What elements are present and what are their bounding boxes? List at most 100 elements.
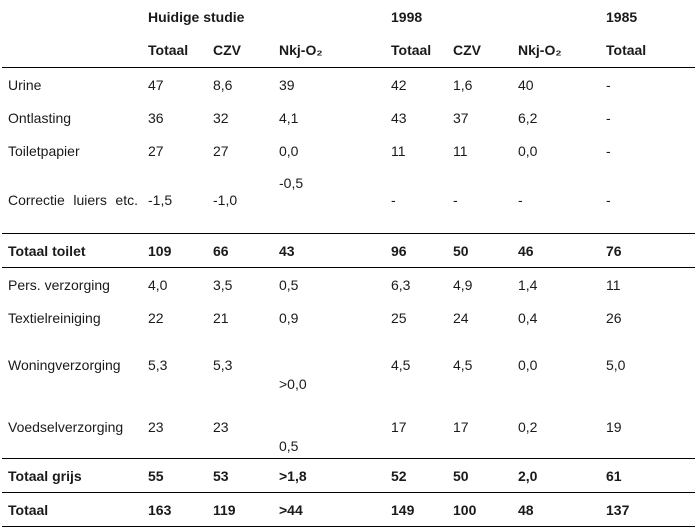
column-header: Totaal [142, 33, 207, 68]
cell: 50 [447, 458, 512, 493]
cell: 5,3 [148, 357, 168, 373]
cell: - [447, 167, 512, 234]
cell: 24 [453, 309, 469, 326]
cell: 6,3 [391, 276, 411, 293]
cell: 19 [600, 396, 695, 459]
cell: 26 [606, 309, 622, 326]
cell: 4,5 [453, 357, 473, 373]
row-label: Textielreiniging [8, 309, 101, 326]
cell: -0,5 [273, 167, 385, 234]
row-label: Woningverzorging [8, 357, 121, 373]
cell: 8,6 [213, 76, 233, 93]
cell: 137 [600, 492, 695, 527]
cell: - [512, 167, 600, 234]
cell: 6,2 [518, 109, 538, 126]
group-header-row: Huidige studie 1998 1985 [2, 0, 695, 33]
cell: 96 [385, 233, 447, 268]
cell: 52 [385, 458, 447, 493]
cell: 0,0 [518, 142, 538, 159]
cell: 0,0 [279, 142, 299, 159]
cell: -1,5 [142, 167, 207, 234]
cell: 5,3 [213, 357, 233, 373]
cell: 23 [207, 396, 273, 459]
cell: 43 [273, 233, 385, 268]
cell: 0,9 [279, 309, 299, 326]
total-row: Totaal 163 119 >44 149 100 48 137 [2, 492, 695, 527]
cell: 119 [207, 492, 273, 527]
cell: >44 [273, 492, 385, 527]
cell: - [606, 109, 611, 126]
cell: 17 [447, 396, 512, 459]
cell: 46 [512, 233, 600, 268]
cell: -1,0 [207, 167, 273, 234]
column-header: Totaal [600, 33, 695, 68]
column-header: Nkj-O₂ [512, 33, 600, 68]
table-row: Ontlasting 36 32 4,1 43 37 6,2 - [2, 101, 695, 134]
cell: 61 [600, 458, 695, 493]
cell: - [600, 167, 695, 234]
cell: 47 [148, 76, 164, 93]
cell: 21 [213, 309, 229, 326]
cell: 27 [148, 142, 164, 159]
cell: 5,0 [606, 357, 626, 373]
row-label: Correctie luiers etc. [2, 167, 142, 234]
group-header-1985: 1985 [606, 8, 638, 25]
cell: 55 [142, 458, 207, 493]
column-header: CZV [447, 33, 512, 68]
cell: 1,6 [453, 76, 473, 93]
cell: 36 [148, 109, 164, 126]
cell: 4,9 [453, 276, 473, 293]
table-row: Urine 47 8,6 39 42 1,6 40 - [2, 68, 695, 102]
cell: 0,4 [518, 309, 538, 326]
cell: >0,0 [279, 376, 307, 392]
cell: 42 [391, 76, 407, 93]
row-label: Urine [8, 76, 42, 93]
cell: 50 [447, 233, 512, 268]
cell: 0,0 [518, 357, 538, 373]
table-row: Woningverzorging 5,3 5,3 >0,0 4,5 4,5 0,… [2, 334, 695, 396]
cell: 0,5 [273, 396, 385, 459]
corner-cell [2, 0, 142, 33]
subtotal-row: Totaal grijs 55 53 >1,8 52 50 2,0 61 [2, 458, 695, 493]
table-row: Toiletpapier 27 27 0,0 11 11 0,0 - [2, 134, 695, 167]
column-header: CZV [207, 33, 273, 68]
table-row: Voedselverzorging 23 23 0,5 17 17 0,2 19 [2, 396, 695, 459]
cell: 0,2 [512, 396, 600, 459]
cell: 40 [518, 76, 534, 93]
row-label: Totaal grijs [2, 458, 142, 493]
group-header-1998: 1998 [391, 8, 423, 25]
cell: 43 [391, 109, 407, 126]
cell: 4,1 [279, 109, 299, 126]
column-header-row: Totaal CZV Nkj-O₂ Totaal CZV Nkj-O₂ Tota… [2, 33, 695, 68]
corner-cell [2, 33, 142, 68]
cell: 22 [148, 309, 164, 326]
cell: 11 [391, 142, 406, 159]
column-header: Nkj-O₂ [273, 33, 385, 68]
row-label: Totaal toilet [2, 233, 142, 268]
cell: 11 [606, 276, 621, 293]
table-row: Textielreiniging 22 21 0,9 25 24 0,4 26 [2, 301, 695, 334]
group-header-current: Huidige studie [148, 8, 245, 25]
cell: 4,5 [391, 357, 411, 373]
cell: 76 [600, 233, 695, 268]
row-label: Toiletpapier [8, 142, 80, 159]
cell: 163 [142, 492, 207, 527]
cell: 48 [512, 492, 600, 527]
cell: 109 [142, 233, 207, 268]
row-label: Pers. verzorging [8, 276, 110, 293]
cell: 23 [142, 396, 207, 459]
column-header: Totaal [385, 33, 447, 68]
cell: - [606, 142, 611, 159]
cell: 53 [207, 458, 273, 493]
subtotal-row: Totaal toilet 109 66 43 96 50 46 76 [2, 233, 695, 268]
cell: 27 [213, 142, 229, 159]
row-label: Totaal [2, 492, 142, 527]
row-label: Ontlasting [8, 109, 72, 126]
table-row: Pers. verzorging 4,0 3,5 0,5 6,3 4,9 1,4… [2, 268, 695, 302]
cell: 25 [391, 309, 407, 326]
row-label: Voedselverzorging [2, 396, 142, 459]
cell: 39 [279, 76, 295, 93]
cell: 4,0 [148, 276, 168, 293]
cell: 37 [453, 109, 469, 126]
